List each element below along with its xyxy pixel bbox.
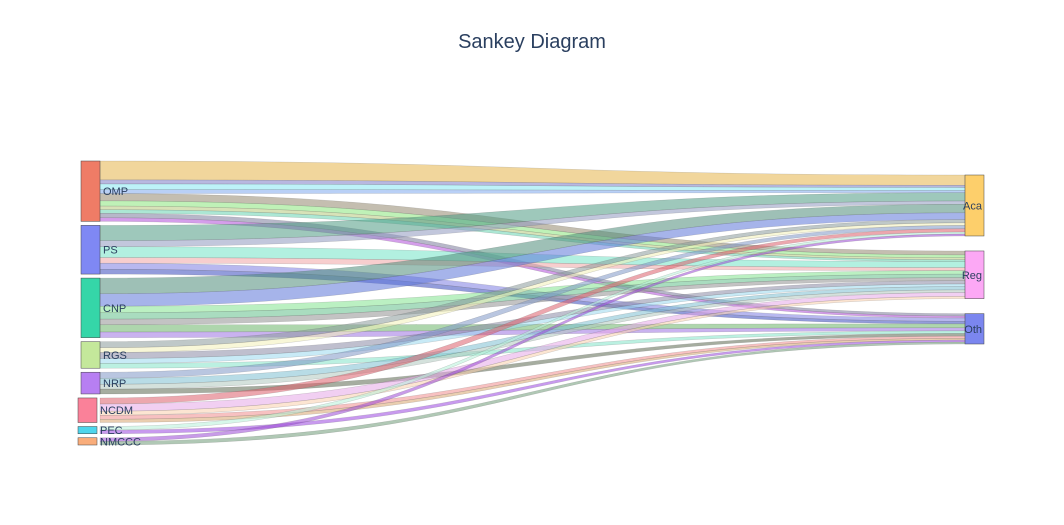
node-oth[interactable]	[964, 313, 985, 345]
node-aca[interactable]	[964, 174, 985, 237]
node-label-reg: Reg	[962, 270, 982, 282]
node-label-nmccc: NMCCC	[100, 436, 141, 448]
node-label-nrp: NRP	[103, 378, 126, 390]
node-label-oth: Oth	[964, 324, 982, 336]
node-label-pec: PEC	[100, 425, 123, 437]
node-label-aca: Aca	[963, 200, 983, 212]
node-ncdm[interactable]	[77, 397, 98, 423]
node-omp[interactable]	[80, 160, 101, 222]
node-nmccc[interactable]	[77, 437, 98, 446]
node-pec[interactable]	[77, 426, 98, 435]
sankey-nodes	[77, 160, 985, 446]
node-nrp[interactable]	[80, 371, 101, 395]
node-rgs[interactable]	[80, 341, 101, 369]
node-label-cnp: CNP	[103, 303, 126, 315]
node-label-omp: OMP	[103, 186, 128, 198]
sankey-link-OMP-Aca-3[interactable]	[99, 189, 966, 194]
node-reg[interactable]	[964, 250, 985, 299]
chart-title: Sankey Diagram	[458, 31, 606, 53]
node-ps[interactable]	[80, 225, 101, 275]
node-label-ncdm: NCDM	[100, 405, 133, 417]
node-label-ps: PS	[103, 245, 118, 257]
sankey-links	[99, 160, 966, 446]
node-label-rgs: RGS	[103, 350, 127, 362]
node-cnp[interactable]	[80, 277, 101, 338]
